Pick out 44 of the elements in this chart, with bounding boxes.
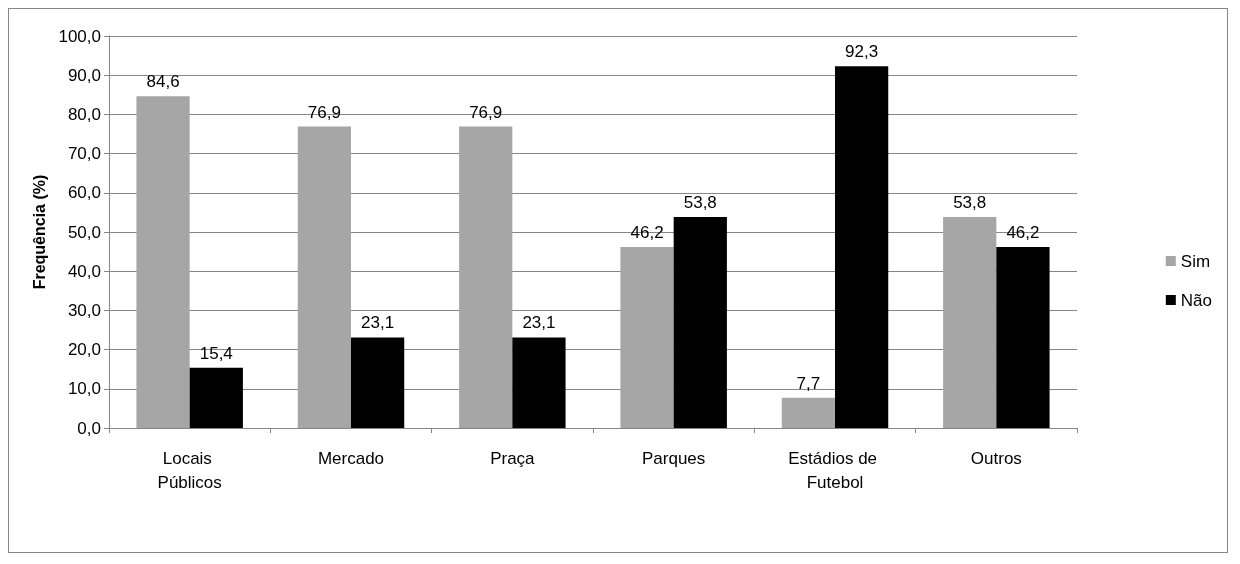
data-label: 23,1	[522, 313, 556, 333]
bar	[835, 66, 889, 428]
data-label: 46,2	[630, 222, 664, 242]
y-tick-label: 60,0	[67, 183, 101, 203]
y-axis-title: Frequência (%)	[30, 174, 48, 290]
x-tick-label: Parques	[642, 448, 706, 468]
bar	[351, 337, 405, 428]
data-label: 92,3	[845, 42, 879, 62]
data-label: 46,2	[1006, 222, 1040, 242]
data-label: 23,1	[361, 313, 395, 333]
y-tick-label: 40,0	[67, 261, 101, 281]
y-tick-label: 80,0	[67, 104, 101, 124]
bar	[512, 337, 566, 428]
x-tick-label: Mercado	[317, 448, 385, 468]
data-label: 53,8	[683, 193, 717, 213]
data-label: 84,6	[146, 72, 180, 92]
bar	[620, 246, 674, 428]
y-tick-label: 90,0	[67, 65, 101, 85]
bar	[943, 217, 997, 428]
bar	[189, 367, 243, 428]
bar	[136, 96, 190, 428]
y-tick-label: 0,0	[77, 418, 101, 438]
x-tick-label: Estádios de Futebol	[788, 448, 882, 492]
y-tick-label: 10,0	[67, 379, 101, 399]
y-tick-label: 20,0	[67, 340, 101, 360]
data-label: 15,4	[199, 343, 233, 363]
x-tick-label: Praça	[490, 448, 536, 468]
data-label: 76,9	[307, 102, 341, 122]
y-tick-label: 100,0	[58, 26, 101, 46]
y-tick-label: 30,0	[67, 300, 101, 320]
data-label: 7,7	[796, 373, 821, 393]
data-label: 53,8	[953, 193, 987, 213]
x-tick-label: Locais Públicos	[157, 448, 222, 492]
legend-label: Não	[1180, 290, 1212, 310]
x-tick-label: Outros	[970, 448, 1022, 468]
bar	[297, 126, 351, 428]
y-tick-label: 70,0	[67, 144, 101, 164]
y-tick-label: 50,0	[67, 222, 101, 242]
data-label: 76,9	[469, 102, 503, 122]
bar	[996, 246, 1050, 428]
bar	[781, 397, 835, 428]
bar	[673, 217, 727, 428]
bar	[459, 126, 513, 428]
legend-label: Sim	[1180, 251, 1211, 271]
